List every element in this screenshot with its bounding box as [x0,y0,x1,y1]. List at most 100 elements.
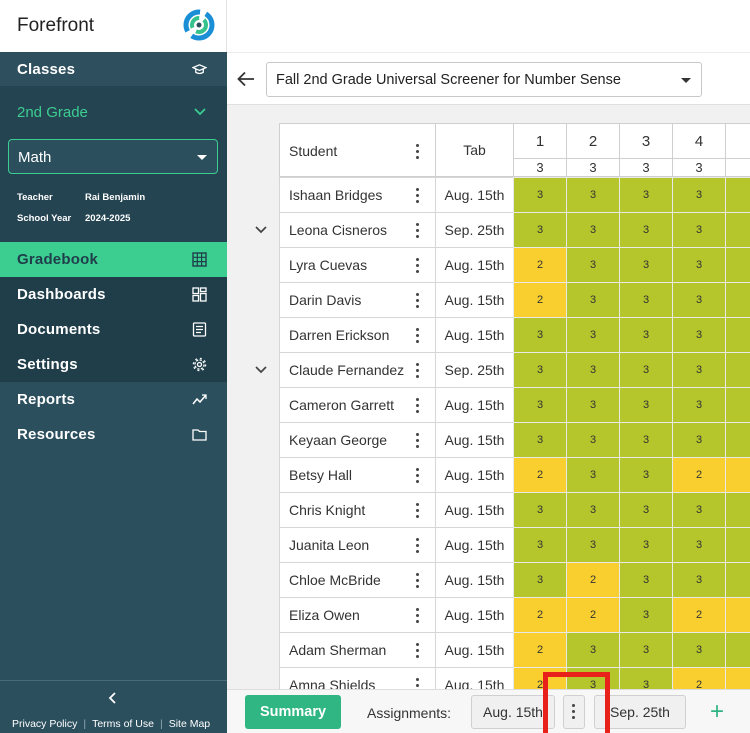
score-cell[interactable] [725,387,750,423]
score-cell[interactable]: 3 [513,387,567,423]
student-name-cell[interactable]: Amna Shields [279,667,436,689]
score-cell[interactable]: 2 [513,632,567,668]
score-cell[interactable]: 3 [672,317,726,353]
student-name-cell[interactable]: Leona Cisneros [279,212,436,248]
score-cell[interactable]: 3 [566,317,620,353]
kebab-menu-icon[interactable] [416,433,420,449]
student-name-cell[interactable]: Chloe McBride [279,562,436,598]
assessment-select[interactable]: Fall 2nd Grade Universal Screener for Nu… [266,62,702,97]
score-cell[interactable]: 3 [619,387,673,423]
score-cell[interactable]: 3 [672,422,726,458]
score-cell[interactable]: 3 [672,352,726,388]
student-name-cell[interactable]: Claude Fernandez [279,352,436,388]
kebab-menu-icon[interactable] [416,503,420,519]
score-cell[interactable] [725,247,750,283]
sidebar-item-resources[interactable]: Resources [0,417,227,452]
kebab-menu-icon[interactable] [416,223,420,239]
score-cell[interactable]: 3 [513,492,567,528]
score-cell[interactable]: 3 [566,457,620,493]
kebab-menu-icon[interactable] [416,608,420,624]
score-cell[interactable]: 2 [566,597,620,633]
score-cell[interactable] [725,562,750,598]
score-cell[interactable]: 3 [619,352,673,388]
score-cell[interactable]: 2 [672,667,726,689]
student-name-cell[interactable]: Betsy Hall [279,457,436,493]
score-cell[interactable]: 2 [513,282,567,318]
score-cell[interactable]: 3 [566,632,620,668]
score-cell[interactable]: 3 [672,492,726,528]
kebab-menu-icon[interactable] [416,573,420,589]
assignment-tab[interactable]: Aug. 15th [471,695,555,729]
score-cell[interactable]: 3 [566,352,620,388]
student-name-cell[interactable]: Darin Davis [279,282,436,318]
score-cell[interactable] [725,632,750,668]
item-column-header[interactable]: 2 [566,123,620,159]
score-cell[interactable] [725,282,750,318]
row-expand-chevron-icon[interactable] [255,366,267,374]
student-name-cell[interactable]: Eliza Owen [279,597,436,633]
collapse-sidebar-button[interactable] [0,680,227,714]
score-cell[interactable]: 2 [566,562,620,598]
score-cell[interactable]: 3 [513,317,567,353]
terms-of-use-link[interactable]: Terms of Use [92,717,154,730]
score-cell[interactable]: 3 [566,422,620,458]
student-name-cell[interactable]: Adam Sherman [279,632,436,668]
score-cell[interactable]: 3 [672,247,726,283]
score-cell[interactable]: 3 [619,492,673,528]
item-column-header[interactable] [725,123,750,159]
score-cell[interactable]: 3 [566,527,620,563]
item-column-header[interactable]: 3 [619,123,673,159]
score-cell[interactable]: 2 [513,597,567,633]
kebab-menu-icon[interactable] [416,678,420,689]
row-expand-chevron-icon[interactable] [255,226,267,234]
back-arrow-icon[interactable] [237,71,255,87]
score-cell[interactable]: 3 [566,177,620,213]
score-cell[interactable]: 3 [513,352,567,388]
item-column-header[interactable]: 4 [672,123,726,159]
kebab-menu-icon[interactable] [416,188,420,204]
score-cell[interactable] [725,422,750,458]
score-cell[interactable] [725,667,750,689]
kebab-menu-icon[interactable] [416,363,420,379]
kebab-menu-icon[interactable] [416,328,420,344]
score-cell[interactable]: 3 [619,597,673,633]
privacy-policy-link[interactable]: Privacy Policy [12,717,78,730]
score-cell[interactable]: 3 [619,527,673,563]
sidebar-item-documents[interactable]: Documents [0,312,227,347]
score-cell[interactable]: 3 [619,632,673,668]
score-cell[interactable]: 3 [513,422,567,458]
summary-button[interactable]: Summary [245,695,341,729]
score-cell[interactable]: 2 [672,597,726,633]
score-cell[interactable]: 3 [513,177,567,213]
site-map-link[interactable]: Site Map [168,717,211,730]
sidebar-item-reports[interactable]: Reports [0,382,227,417]
sidebar-item-gradebook[interactable]: Gradebook [0,242,227,277]
student-name-cell[interactable]: Juanita Leon [279,527,436,563]
student-name-cell[interactable]: Ishaan Bridges [279,177,436,213]
student-name-cell[interactable]: Keyaan George [279,422,436,458]
kebab-menu-icon[interactable] [416,144,420,160]
grade-toggle[interactable]: 2nd Grade [17,104,88,121]
score-cell[interactable] [725,177,750,213]
score-cell[interactable]: 3 [672,527,726,563]
score-cell[interactable]: 3 [619,562,673,598]
score-cell[interactable]: 3 [672,282,726,318]
score-cell[interactable]: 3 [566,387,620,423]
score-cell[interactable] [725,212,750,248]
item-column-header[interactable]: 1 [513,123,567,159]
score-cell[interactable] [725,492,750,528]
score-cell[interactable]: 3 [566,282,620,318]
assignment-menu-button[interactable] [563,695,585,729]
score-cell[interactable] [725,352,750,388]
score-cell[interactable]: 2 [672,457,726,493]
kebab-menu-icon[interactable] [416,468,420,484]
score-cell[interactable]: 3 [566,212,620,248]
score-cell[interactable]: 3 [566,247,620,283]
kebab-menu-icon[interactable] [416,398,420,414]
score-cell[interactable]: 2 [513,247,567,283]
score-cell[interactable]: 3 [619,667,673,689]
score-cell[interactable]: 3 [672,632,726,668]
score-cell[interactable]: 3 [672,177,726,213]
kebab-menu-icon[interactable] [416,538,420,554]
score-cell[interactable]: 3 [672,387,726,423]
